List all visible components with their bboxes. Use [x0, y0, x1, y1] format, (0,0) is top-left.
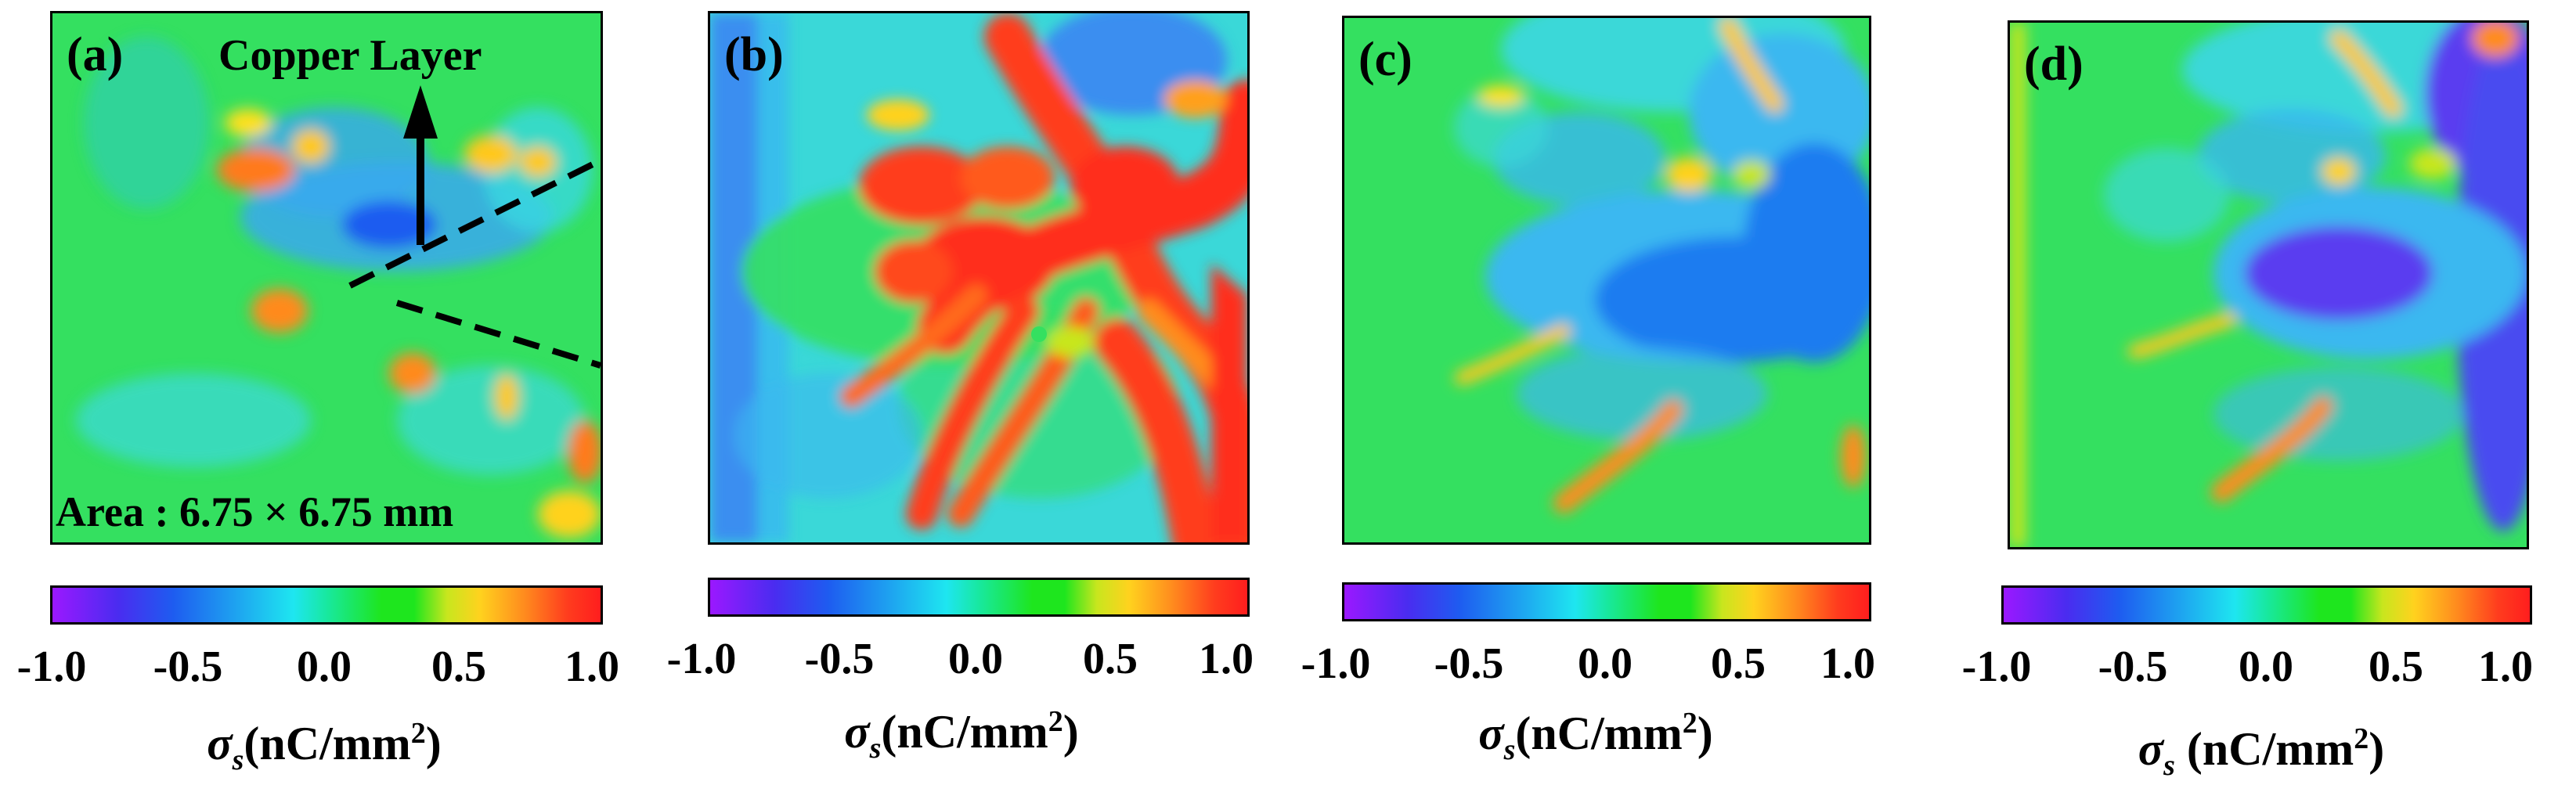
colorbar-unit-label: σs (nC/mm2) — [2138, 722, 2384, 783]
unit-text: (nC/mm — [2186, 723, 2354, 775]
sigma-subscript: s — [232, 744, 244, 776]
colorbar-tick: 0.5 — [431, 643, 486, 691]
surface-charge-map-a: (a) Copper Layer Area : 6.75 × 6.75 mm — [50, 11, 603, 545]
colorbar-tick: -0.5 — [804, 635, 875, 683]
surface-charge-map-b: (b) — [708, 11, 1250, 545]
colorbar-c — [1342, 582, 1871, 621]
colorbar-unit-label: σs(nC/mm2) — [207, 716, 441, 777]
colorbar-tick: 1.0 — [1820, 639, 1875, 688]
colorbar-tick: 1.0 — [1199, 635, 1254, 683]
sigma-symbol: σ — [207, 718, 233, 769]
colorbar-tick: -1.0 — [666, 635, 737, 683]
colorbar-tick: -0.5 — [1434, 639, 1504, 688]
panel-label-a: (a) — [67, 28, 124, 81]
colorbar-b — [708, 578, 1250, 617]
unit-text: (nC/mm — [1515, 708, 1683, 759]
panel-d: (d) -1.0 -0.5 0.0 0.5 1.0 σs (nC/mm2) — [1910, 0, 2533, 803]
colorbar-tick: 0.0 — [1578, 639, 1633, 688]
colorbar-tick: -0.5 — [153, 643, 223, 691]
colorbar-tick: 1.0 — [2478, 643, 2533, 691]
panel-label-b: (b) — [724, 28, 784, 81]
unit-power: 2 — [410, 717, 426, 750]
unit-power: 2 — [2354, 722, 2369, 755]
panel-label-c: (c) — [1358, 33, 1412, 86]
colorbar-tick: -1.0 — [16, 643, 87, 691]
sigma-symbol: σ — [844, 706, 870, 758]
unit-text: (nC/mm — [244, 718, 411, 769]
unit-power: 2 — [1048, 705, 1063, 738]
sigma-symbol: σ — [1478, 708, 1504, 759]
sigma-subscript: s — [869, 732, 882, 765]
colorbar-tick: -0.5 — [2098, 643, 2168, 691]
copper-layer-annotation: Copper Layer — [218, 31, 482, 80]
panel-a: (a) Copper Layer Area : 6.75 × 6.75 mm -… — [0, 0, 619, 803]
colorbar-unit-label: σs(nC/mm2) — [844, 704, 1078, 765]
colorbar-tick: -1.0 — [1301, 639, 1371, 688]
colorbar-tick: -1.0 — [1961, 643, 2032, 691]
colorbar-tick: 0.5 — [1083, 635, 1138, 683]
colorbar-a — [50, 585, 603, 625]
colorbar-tick: 0.0 — [297, 643, 352, 691]
unit-close: ) — [1063, 706, 1079, 758]
colorbar-unit-label: σs(nC/mm2) — [1478, 706, 1712, 767]
colorbar-tick: 0.5 — [1711, 639, 1766, 688]
area-annotation: Area : 6.75 × 6.75 mm — [56, 488, 454, 535]
sigma-subscript: s — [2163, 749, 2175, 782]
colorbar-tick: 1.0 — [565, 643, 619, 691]
colorbar-tick: 0.5 — [2369, 643, 2423, 691]
sigma-subscript: s — [1503, 733, 1516, 766]
unit-close: ) — [425, 718, 442, 769]
colorbar-d — [2001, 585, 2532, 625]
colorbar-tick: 0.0 — [2239, 643, 2293, 691]
panel-label-d: (d) — [2024, 38, 2084, 91]
unit-text: (nC/mm — [881, 706, 1048, 758]
colorbar-tick: 0.0 — [948, 635, 1003, 683]
unit-close: ) — [2369, 723, 2385, 775]
panel-b: (b) -1.0 -0.5 0.0 0.5 1.0 σs(nC/mm2) — [634, 0, 1254, 803]
unit-power: 2 — [1682, 707, 1697, 740]
sigma-symbol: σ — [2138, 723, 2164, 775]
panel-c: (c) -1.0 -0.5 0.0 0.5 1.0 σs(nC/mm2) — [1268, 0, 1879, 803]
surface-charge-map-d: (d) — [2008, 20, 2529, 549]
unit-close: ) — [1697, 708, 1713, 759]
surface-charge-map-c: (c) — [1342, 16, 1871, 545]
